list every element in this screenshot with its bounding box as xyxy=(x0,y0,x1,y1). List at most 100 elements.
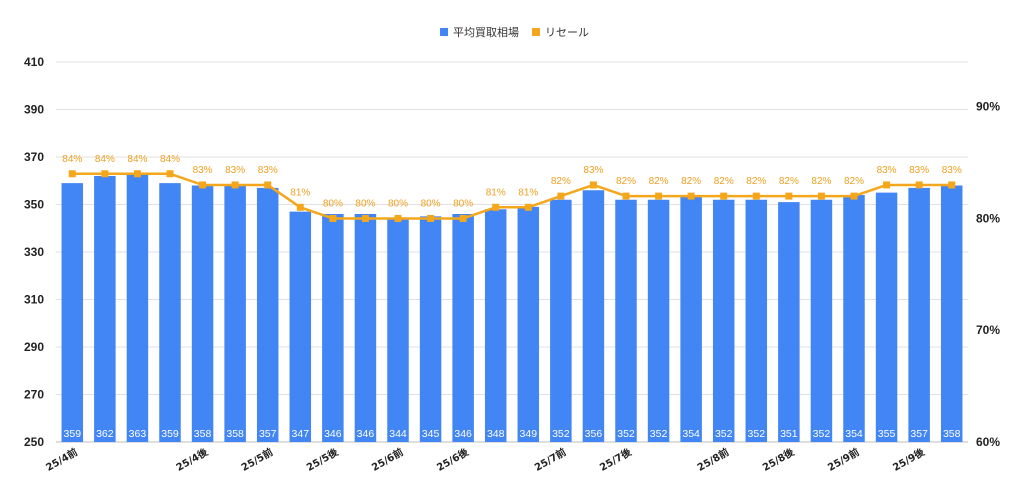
bar xyxy=(387,218,409,442)
line-marker xyxy=(948,181,956,189)
bar-value-label: 346 xyxy=(454,428,472,440)
bar xyxy=(126,173,149,442)
x-tick-label: 25/7後 xyxy=(597,445,634,474)
bar xyxy=(517,206,540,442)
x-tick-label: 25/6後 xyxy=(434,445,471,474)
line-marker xyxy=(166,170,174,178)
bar xyxy=(940,185,963,442)
line-value-label: 80% xyxy=(388,198,408,209)
line-marker xyxy=(557,192,565,200)
line-value-label: 80% xyxy=(453,198,473,209)
line-marker xyxy=(329,214,337,222)
line-series: 84% 84% 84% 84% 83% 83% 83% 81% 80% 80% 80% 80% 80% 8… xyxy=(62,154,962,222)
bar-value-label: 352 xyxy=(650,428,668,440)
line-value-label: 83% xyxy=(258,165,278,176)
line-marker xyxy=(231,181,239,189)
line-marker xyxy=(622,192,630,200)
y-left-tick-label: 250 xyxy=(24,435,44,449)
bar-value-label: 346 xyxy=(324,428,342,440)
bar xyxy=(778,202,800,442)
bar-value-label: 352 xyxy=(617,428,635,440)
bar xyxy=(419,216,442,442)
y-right-tick-label: 70% xyxy=(976,323,1000,337)
bar-value-label: 352 xyxy=(715,428,733,440)
x-tick-label: 25/5後 xyxy=(304,445,341,474)
line-value-label: 83% xyxy=(877,165,897,176)
bar-value-label: 358 xyxy=(226,428,244,440)
x-tick-label: 25/4後 xyxy=(174,445,211,474)
line-value-label: 81% xyxy=(290,187,310,198)
bar-value-label: 352 xyxy=(748,428,766,440)
line-marker xyxy=(459,214,467,222)
bar-value-label: 359 xyxy=(64,428,82,440)
bar-value-label: 354 xyxy=(682,428,700,440)
bar xyxy=(875,192,898,442)
bar xyxy=(452,214,474,442)
y-left-tick-label: 410 xyxy=(24,55,44,69)
bar xyxy=(908,187,930,442)
line-value-label: 82% xyxy=(551,176,571,187)
line-marker xyxy=(883,181,891,189)
line-marker xyxy=(361,214,369,222)
bar xyxy=(810,199,833,442)
line-marker xyxy=(427,214,435,222)
y-left-tick-label: 350 xyxy=(24,198,44,212)
line-marker xyxy=(133,170,141,178)
bar xyxy=(94,176,116,442)
legend-line-swatch xyxy=(532,28,540,36)
line-marker xyxy=(524,203,532,211)
line-marker xyxy=(296,203,304,211)
bar xyxy=(354,214,377,442)
y-left-tick-label: 330 xyxy=(24,245,44,259)
bar-value-label: 358 xyxy=(194,428,212,440)
y-left-tick-label: 370 xyxy=(24,150,44,164)
line-value-label: 82% xyxy=(779,176,799,187)
bar xyxy=(224,185,246,442)
x-tick-label: 25/8後 xyxy=(760,445,797,474)
y-right-tick-label: 60% xyxy=(976,435,1000,449)
line-value-label: 84% xyxy=(62,154,82,165)
bar-value-label: 352 xyxy=(552,428,570,440)
x-tick-label: 25/8前 xyxy=(695,445,731,474)
bar xyxy=(159,183,181,442)
line-value-label: 84% xyxy=(95,154,115,165)
bar xyxy=(61,183,84,442)
x-tick-label: 25/9前 xyxy=(825,445,861,474)
line-marker xyxy=(492,203,500,211)
line-value-label: 82% xyxy=(811,176,831,187)
line-value-label: 84% xyxy=(127,154,147,165)
bar-value-label: 363 xyxy=(129,428,147,440)
bar-value-label: 362 xyxy=(96,428,114,440)
line-value-label: 82% xyxy=(681,176,701,187)
line-marker xyxy=(655,192,663,200)
line-marker xyxy=(199,181,207,189)
y-right-tick-label: 80% xyxy=(976,211,1000,225)
line-marker xyxy=(589,181,597,189)
bar-value-label: 348 xyxy=(487,428,505,440)
bar xyxy=(191,185,214,442)
y-left-tick-label: 390 xyxy=(24,103,44,117)
line-value-label: 82% xyxy=(714,176,734,187)
legend: 平均買取相場 リセール xyxy=(440,26,589,39)
x-tick-label: 25/5前 xyxy=(239,445,275,474)
line-value-label: 83% xyxy=(193,165,213,176)
bar xyxy=(745,199,768,442)
y-left-tick-label: 310 xyxy=(24,293,44,307)
bar-value-label: 359 xyxy=(161,428,179,440)
bar-value-label: 344 xyxy=(389,428,407,440)
bar xyxy=(256,187,279,442)
x-tick-label: 25/4前 xyxy=(43,445,79,474)
x-tick-label: 25/6前 xyxy=(369,445,405,474)
line-marker xyxy=(264,181,272,189)
bar xyxy=(582,190,605,442)
line-value-label: 80% xyxy=(323,198,343,209)
line-marker xyxy=(915,181,923,189)
bar-value-label: 345 xyxy=(422,428,440,440)
line-value-label: 80% xyxy=(355,198,375,209)
line-value-label: 83% xyxy=(583,165,603,176)
bar-value-label: 346 xyxy=(357,428,375,440)
line-value-label: 81% xyxy=(518,187,538,198)
line-value-label: 82% xyxy=(746,176,766,187)
bar-value-label: 355 xyxy=(878,428,896,440)
